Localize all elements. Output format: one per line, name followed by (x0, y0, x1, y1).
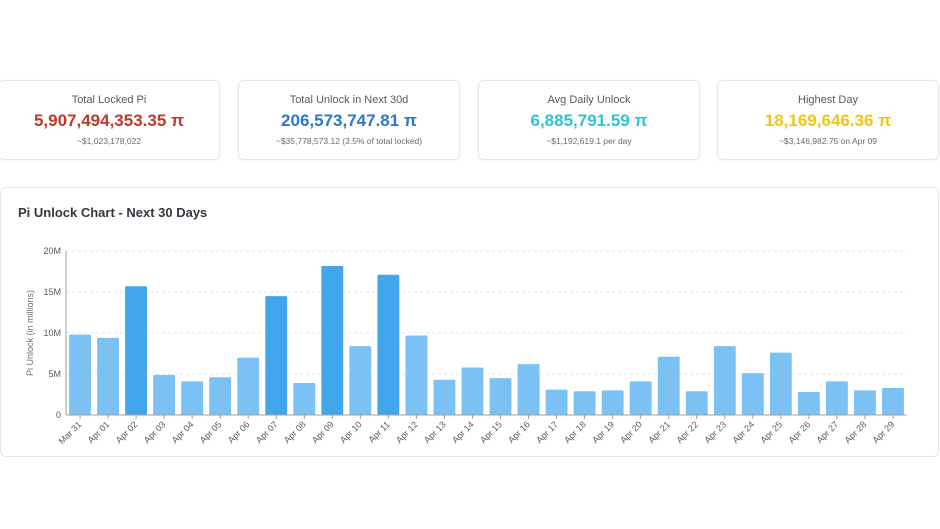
x-tick-label: Apr 06 (226, 419, 252, 445)
bar (797, 392, 820, 415)
bar (405, 335, 428, 415)
stat-card-total-locked: Total Locked Pi 5,907,494,353.35 π ~$1,0… (0, 80, 220, 160)
x-tick-label: Apr 26 (786, 419, 812, 445)
y-tick-label: 0 (56, 410, 61, 420)
bar (713, 346, 736, 415)
bar (181, 381, 204, 415)
bar (685, 391, 708, 415)
x-tick-label: Apr 27 (814, 419, 840, 445)
y-tick-label: 15M (43, 287, 61, 297)
stat-card-avg-daily: Avg Daily Unlock 6,885,791.59 π ~$1,192,… (478, 80, 700, 160)
chart-panel: Pi Unlock Chart - Next 30 Days 0 5M 10M 15M… (0, 187, 939, 457)
stat-card-subtext: ~$1,023,178,022 (76, 136, 142, 146)
stat-card-label: Total Locked Pi (71, 94, 147, 106)
stat-card-label: Highest Day (798, 94, 858, 106)
x-tick-label: Apr 11 (366, 419, 391, 444)
y-axis-title: Pi Unlock (in millions) (25, 290, 35, 376)
x-tick-label: Apr 20 (618, 419, 644, 445)
x-tick-label: Apr 18 (562, 419, 588, 445)
bar (97, 337, 119, 415)
bar (769, 352, 792, 415)
y-tick-label: 20M (43, 246, 61, 256)
stat-card-value: 6,885,791.59 π (530, 111, 648, 130)
stat-card-subtext: ~$3,146,982.75 on Apr 09 (778, 136, 878, 146)
bar (153, 374, 176, 415)
x-tick-label: Apr 09 (310, 419, 336, 445)
x-tick-label: Apr 24 (730, 419, 756, 445)
bar (489, 378, 512, 415)
x-tick-label: Apr 07 (254, 419, 280, 445)
y-tick-label: 10M (43, 328, 61, 338)
x-tick-label: Apr 29 (871, 419, 897, 445)
bar (293, 383, 316, 415)
bar (854, 390, 876, 415)
x-tick-label: Apr 17 (534, 419, 560, 445)
bar (573, 391, 596, 415)
bar (377, 274, 400, 415)
bar (237, 357, 260, 415)
bar (321, 266, 344, 415)
x-tick-label: Apr 22 (674, 419, 700, 445)
x-tick-label: Apr 02 (114, 419, 140, 445)
x-tick-label: Apr 21 (646, 419, 672, 445)
stat-card-value: 5,907,494,353.35 π (33, 111, 185, 130)
grid-lines (66, 250, 907, 375)
bar (209, 377, 232, 415)
x-tick-label: Apr 14 (450, 419, 476, 445)
x-tick-label: Apr 15 (478, 419, 504, 445)
x-tick-label: Mar 31 (57, 419, 84, 446)
stat-card-label: Total Unlock in Next 30d (289, 94, 409, 106)
stat-card-subtext: ~$35,778,573.12 (3.5% of total locked) (275, 136, 423, 146)
x-tick-label: Apr 01 (86, 419, 112, 445)
x-tick-label: Apr 25 (758, 419, 784, 445)
bar (349, 346, 372, 415)
bar (825, 381, 848, 415)
stat-card-value: 206,573,747.81 π (281, 111, 417, 130)
chart-title: Pi Unlock Chart - Next 30 Days (18, 205, 208, 220)
y-tick-label: 5M (48, 369, 61, 379)
x-tick-label: Apr 16 (506, 419, 532, 445)
bar (545, 389, 568, 415)
bar (882, 387, 904, 415)
stat-card-label: Avg Daily Unlock (547, 94, 631, 106)
x-tick-label: Apr 23 (702, 419, 728, 445)
bar (125, 286, 148, 415)
x-tick-label: Apr 03 (142, 419, 168, 445)
x-tick-label: Apr 08 (282, 419, 308, 445)
bar (433, 379, 456, 415)
stat-card-value: 18,169,646.36 π (764, 111, 892, 130)
bar (629, 381, 652, 415)
x-tick-label: Apr 13 (422, 419, 448, 445)
bar (461, 367, 484, 415)
stat-card-unlock-30d: Total Unlock in Next 30d 206,573,747.81 … (238, 80, 460, 160)
stat-card-subtext: ~$1,192,619.1 per day (546, 136, 632, 146)
x-tick-label: Apr 19 (590, 419, 616, 445)
x-tick-label: Apr 12 (394, 419, 420, 445)
x-tick-label: Apr 28 (843, 419, 869, 445)
stat-card-highest-day: Highest Day 18,169,646.36 π ~$3,146,982.… (717, 80, 939, 160)
bar (69, 334, 91, 415)
bar (741, 373, 764, 415)
bars (69, 266, 904, 415)
x-tick-label: Apr 04 (170, 419, 196, 445)
bar (265, 296, 288, 415)
bar (601, 390, 624, 415)
x-tick-label: Apr 10 (338, 419, 364, 445)
bar (517, 364, 540, 415)
x-tick-label: Apr 05 (198, 419, 224, 445)
bar (657, 356, 680, 415)
